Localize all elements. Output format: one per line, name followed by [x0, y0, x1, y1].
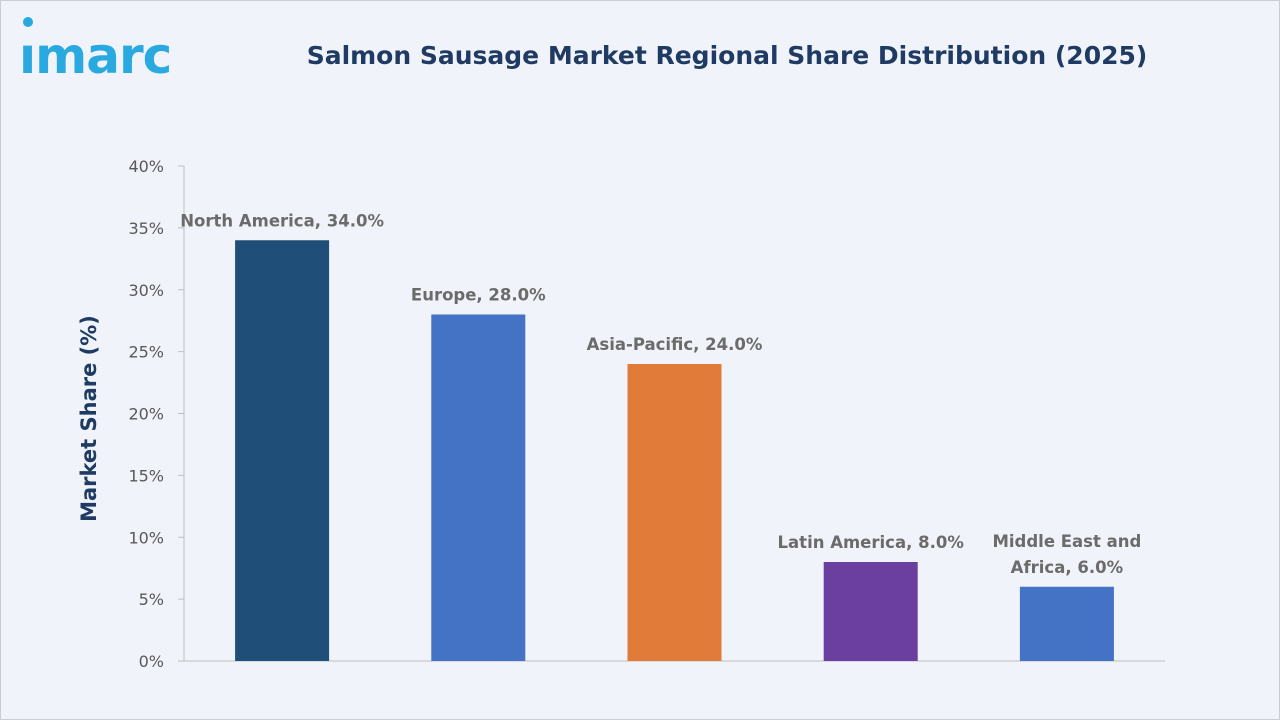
bar-north-america — [235, 240, 330, 661]
data-label: North America, 34.0% — [180, 211, 384, 230]
chart-title: Salmon Sausage Market Regional Share Dis… — [306, 41, 1148, 70]
y-tick-label: 0% — [139, 652, 164, 671]
y-axis-title: Market Share (%) — [77, 315, 101, 522]
bar-asia-pacific — [627, 364, 722, 661]
data-label: Middle East and — [992, 532, 1141, 551]
y-tick-label: 15% — [128, 466, 164, 485]
y-tick-label: 20% — [128, 405, 164, 424]
y-tick-label: 30% — [128, 281, 164, 300]
y-tick-label: 25% — [128, 343, 164, 362]
imarc-logo-graphic: ımarc — [19, 17, 172, 85]
data-label: Asia-Pacific, 24.0% — [587, 335, 763, 354]
y-tick-label: 5% — [139, 590, 164, 609]
data-label: Latin America, 8.0% — [778, 533, 965, 552]
data-label: Africa, 6.0% — [1011, 558, 1124, 577]
svg-text:ımarc: ımarc — [19, 27, 171, 85]
y-tick-label: 40% — [128, 157, 164, 176]
bar-middle-east-and-africa — [1019, 586, 1114, 661]
data-label: Europe, 28.0% — [411, 286, 546, 305]
bar-latin-america — [823, 562, 918, 661]
bar-europe — [431, 314, 526, 661]
y-tick-label: 10% — [128, 528, 164, 547]
y-tick-label: 35% — [128, 219, 164, 238]
imarc-logo: ımarc — [19, 15, 209, 85]
